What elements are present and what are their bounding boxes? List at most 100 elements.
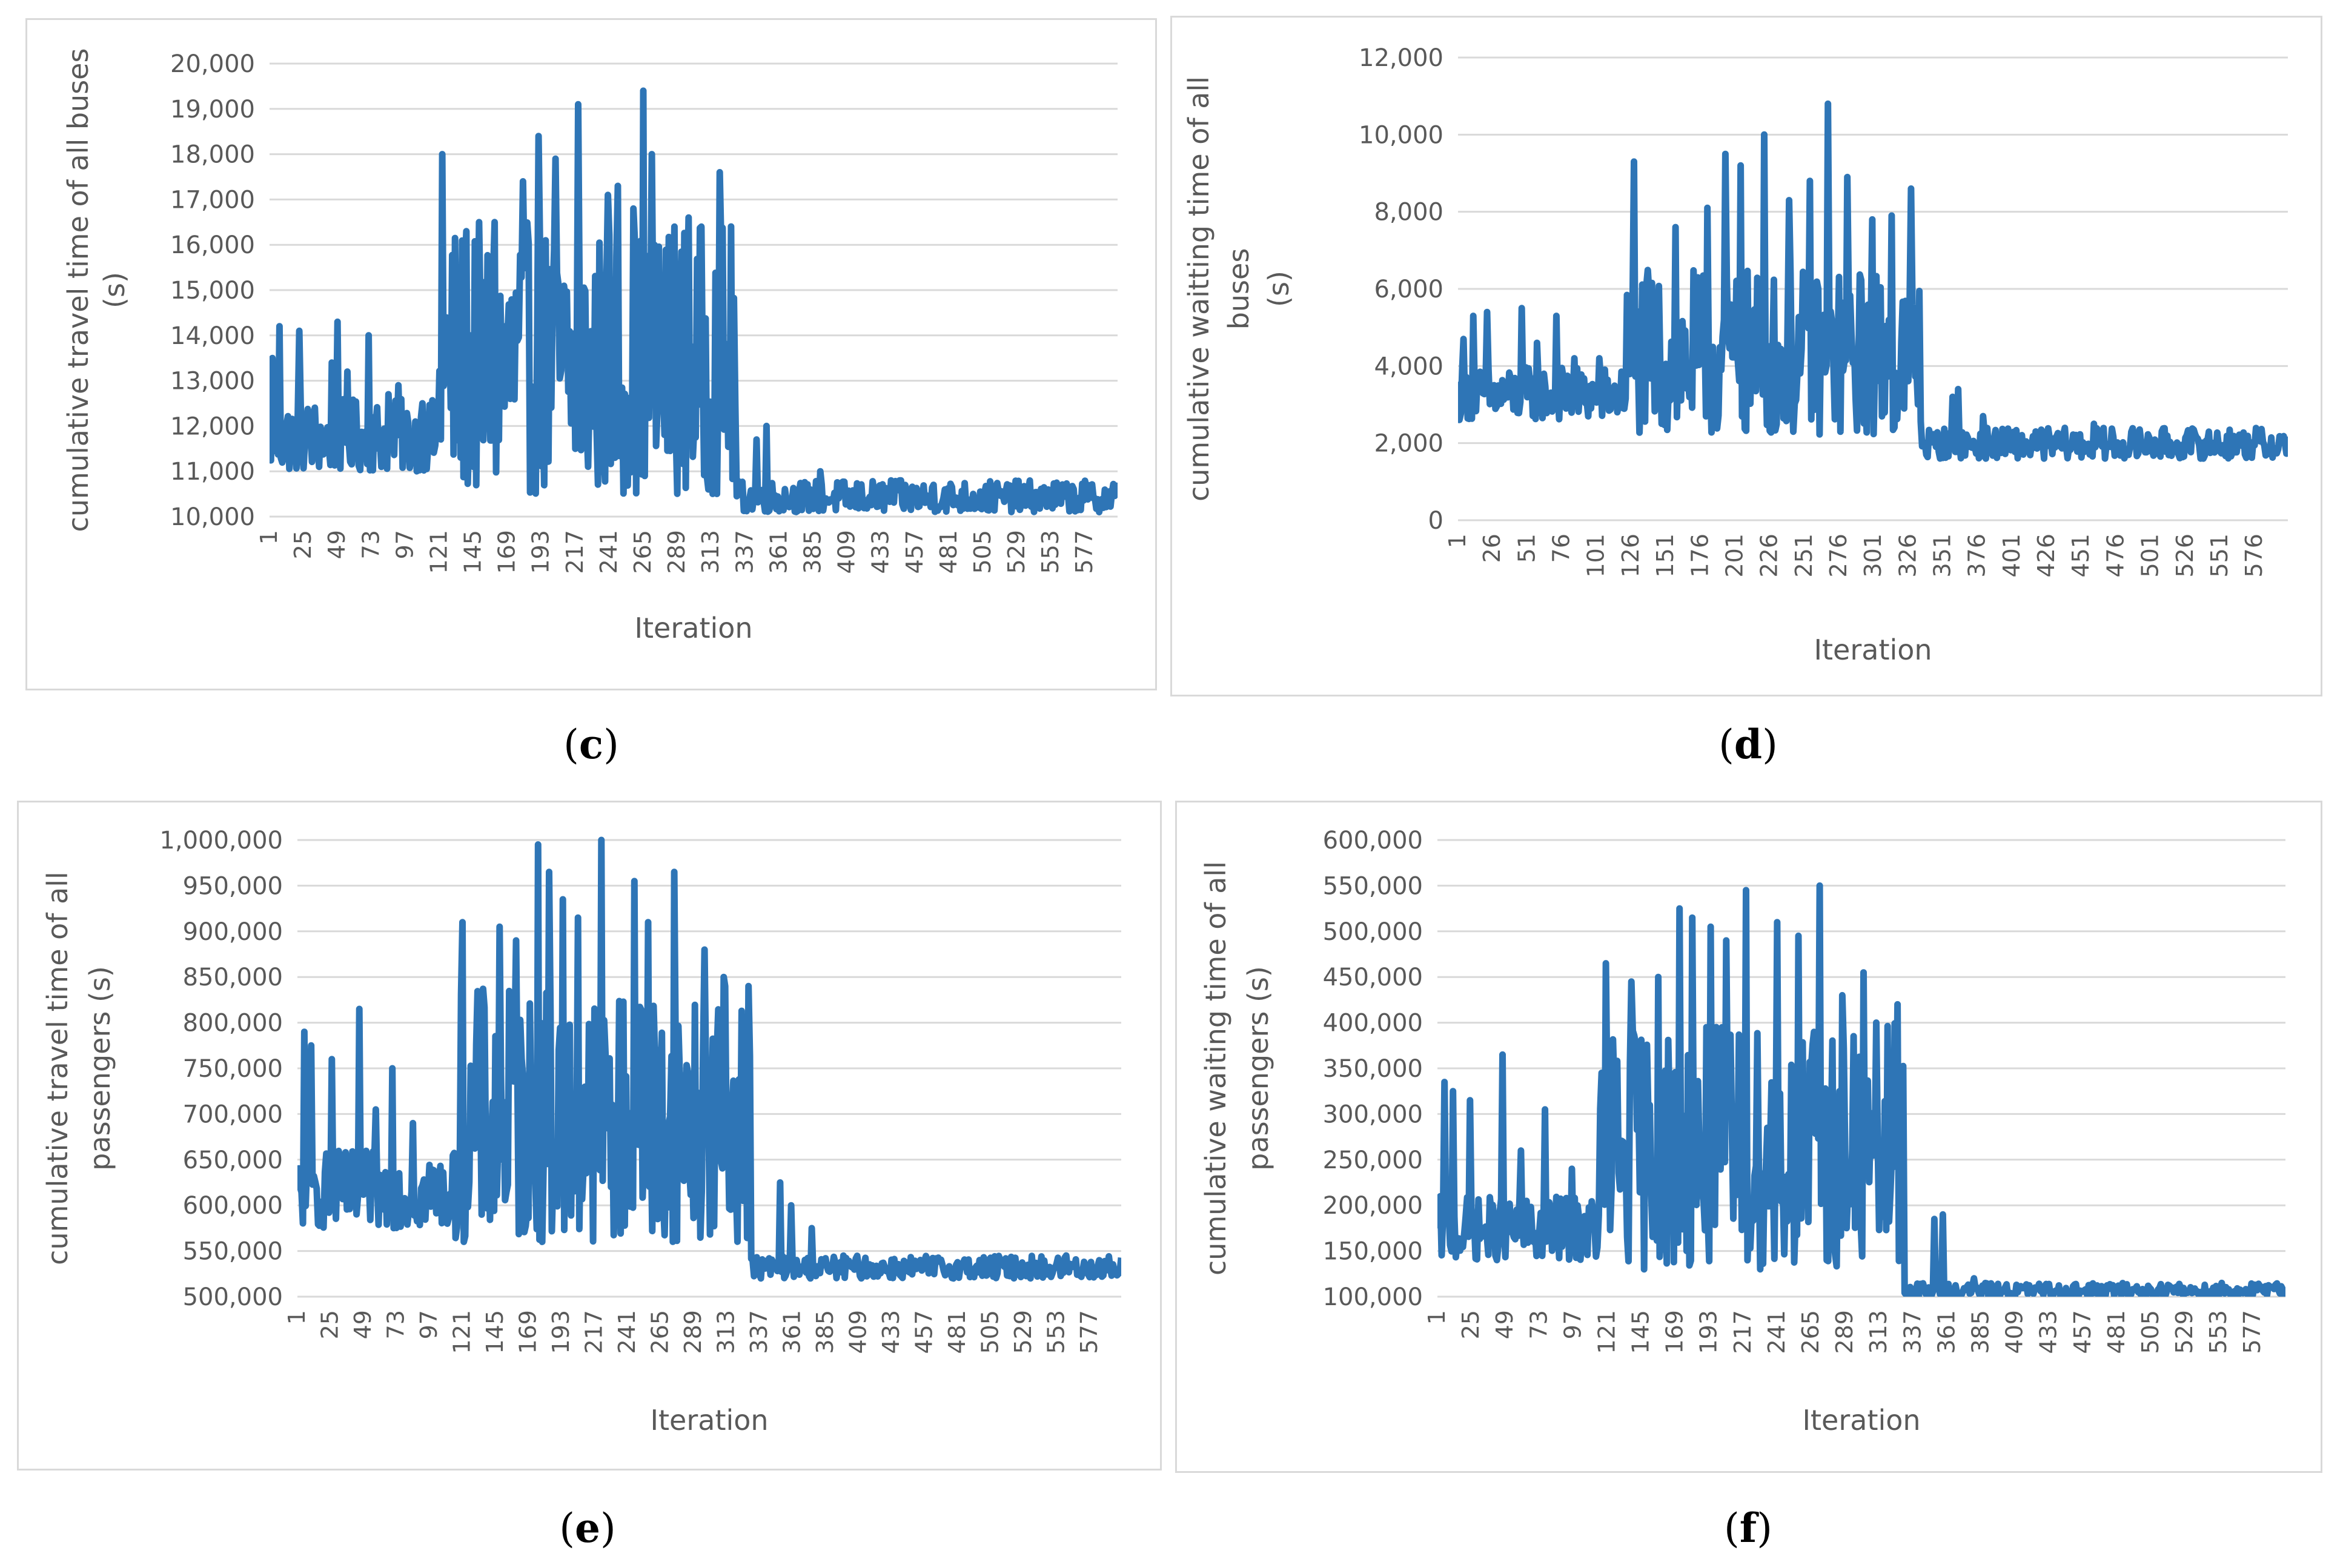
x-tick-label: 25: [1457, 1310, 1484, 1339]
y-tick-label: 2,000: [1374, 430, 1443, 458]
x-tick-label: 251: [1791, 534, 1817, 578]
x-tick-label: 505: [969, 530, 996, 574]
x-tick-label: 481: [2103, 1310, 2130, 1354]
x-tick-label: 326: [1894, 534, 1921, 578]
y-tick-label: 700,000: [183, 1100, 283, 1128]
y-axis-title: cumulative waiting time of all: [1199, 861, 1232, 1275]
x-tick-label: 76: [1548, 534, 1575, 563]
y-tick-label: 550,000: [183, 1238, 283, 1266]
y-tick-label: 13,000: [170, 368, 255, 395]
x-tick-label: 313: [712, 1310, 739, 1354]
y-axis-title: passengers (s): [84, 966, 116, 1171]
x-tick-label: 476: [2102, 534, 2129, 578]
x-tick-label: 126: [1617, 534, 1644, 578]
chart-panel-d: 0 2,000 4,000 6,000 8,000 10,000 12,000 1 26 51 76…: [1170, 16, 2322, 696]
y-tick-label: 1,000,000: [159, 827, 283, 855]
x-tick-label: 553: [1037, 530, 1064, 574]
y-tick-label: 300,000: [1323, 1100, 1423, 1128]
y-tick-label: 8,000: [1374, 199, 1443, 227]
x-tick-label: 409: [833, 530, 860, 574]
x-tick-label: 176: [1686, 534, 1713, 578]
y-axis-title: buses: [1222, 248, 1255, 330]
y-axis-title: (s): [98, 272, 131, 308]
x-tick-label: 481: [944, 1310, 970, 1354]
y-tick-label: 600,000: [183, 1192, 283, 1220]
x-tick-label: 551: [2206, 534, 2233, 578]
x-tick-label: 217: [580, 1310, 607, 1354]
x-tick-label: 401: [1998, 534, 2025, 578]
x-tick-label: 451: [2067, 534, 2094, 578]
caption-d-letter: d: [1734, 721, 1763, 768]
x-tick-label: 265: [646, 1310, 673, 1354]
y-tick-label: 750,000: [183, 1055, 283, 1083]
x-tick-label: 576: [2241, 534, 2267, 578]
x-tick-label: 577: [2239, 1310, 2265, 1354]
y-tick-label: 4,000: [1374, 352, 1443, 380]
x-axis-title: Iteration: [634, 612, 752, 644]
x-tick-label: 169: [514, 1310, 541, 1354]
y-axis-title: cumulative travel time of all buses: [62, 48, 94, 532]
x-tick-label: 193: [548, 1310, 574, 1354]
y-tick-label: 15,000: [170, 277, 255, 305]
x-tick-label: 433: [2035, 1310, 2062, 1354]
x-tick-label: 409: [844, 1310, 871, 1354]
x-tick-label: 217: [562, 530, 588, 574]
x-tick-label: 577: [1076, 1310, 1102, 1354]
y-tick-label: 10,000: [1359, 121, 1443, 149]
x-tick-label: 25: [290, 530, 316, 559]
x-tick-label: 101: [1583, 534, 1609, 578]
x-tick-label: 301: [1860, 534, 1886, 578]
x-tick-label: 26: [1479, 534, 1505, 563]
x-tick-label: 337: [1899, 1310, 1926, 1354]
x-tick-label: 73: [357, 530, 384, 559]
y-tick-label: 11,000: [170, 458, 255, 486]
x-tick-label: 97: [1559, 1310, 1586, 1339]
x-tick-label: 145: [460, 530, 486, 574]
x-tick-label: 121: [425, 530, 452, 574]
x-tick-label: 313: [697, 530, 724, 574]
x-tick-label: 553: [2205, 1310, 2232, 1354]
x-tick-label: 361: [1933, 1310, 1960, 1354]
y-tick-label: 18,000: [170, 141, 255, 169]
chart-f-svg: 100,000 150,000 200,000 250,000 300,000 350,0…: [1199, 827, 2285, 1437]
x-tick-label: 265: [629, 530, 656, 574]
chart-panel-e: 500,000 550,000 600,000 650,000 700,000 750,0…: [17, 801, 1162, 1470]
series-line: [270, 87, 1118, 515]
x-tick-label: 481: [935, 530, 962, 574]
y-tick-label: 950,000: [183, 872, 283, 900]
series-line: [297, 836, 1121, 1282]
x-tick-label: 193: [528, 530, 554, 574]
x-tick-label: 97: [391, 530, 418, 559]
x-tick-label: 241: [595, 530, 622, 574]
y-axis-title: passengers (s): [1242, 966, 1274, 1171]
chart-e-svg: 500,000 550,000 600,000 650,000 700,000 750,0…: [41, 827, 1121, 1437]
x-tick-label: 226: [1756, 534, 1783, 578]
x-axis-title: Iteration: [650, 1404, 768, 1437]
x-tick-label: 151: [1652, 534, 1679, 578]
x-tick-label: 73: [382, 1310, 409, 1339]
x-tick-label: 385: [812, 1310, 838, 1354]
y-tick-label: 600,000: [1323, 827, 1423, 855]
y-tick-label: 200,000: [1323, 1192, 1423, 1220]
y-tick-label: 19,000: [170, 96, 255, 124]
x-tick-label: 1: [1444, 534, 1471, 548]
y-axis-title: (s): [1262, 271, 1295, 307]
x-tick-label: 121: [1593, 1310, 1620, 1354]
x-tick-label: 265: [1797, 1310, 1824, 1354]
x-tick-label: 385: [799, 530, 826, 574]
y-tick-label: 500,000: [183, 1283, 283, 1311]
x-tick-label: 49: [350, 1310, 376, 1339]
caption-e: (e): [559, 1504, 616, 1552]
y-tick-label: 550,000: [1323, 872, 1423, 900]
caption-f-letter: f: [1739, 1504, 1757, 1552]
x-tick-label: 361: [778, 1310, 805, 1354]
y-tick-label: 250,000: [1323, 1146, 1423, 1174]
caption-c: (c): [563, 721, 619, 768]
x-tick-label: 1: [256, 530, 282, 544]
caption-e-letter: e: [575, 1504, 600, 1552]
caption-c-letter: c: [578, 721, 604, 768]
x-tick-label: 337: [731, 530, 758, 574]
x-tick-label: 529: [1003, 530, 1030, 574]
y-tick-label: 10,000: [170, 503, 255, 531]
